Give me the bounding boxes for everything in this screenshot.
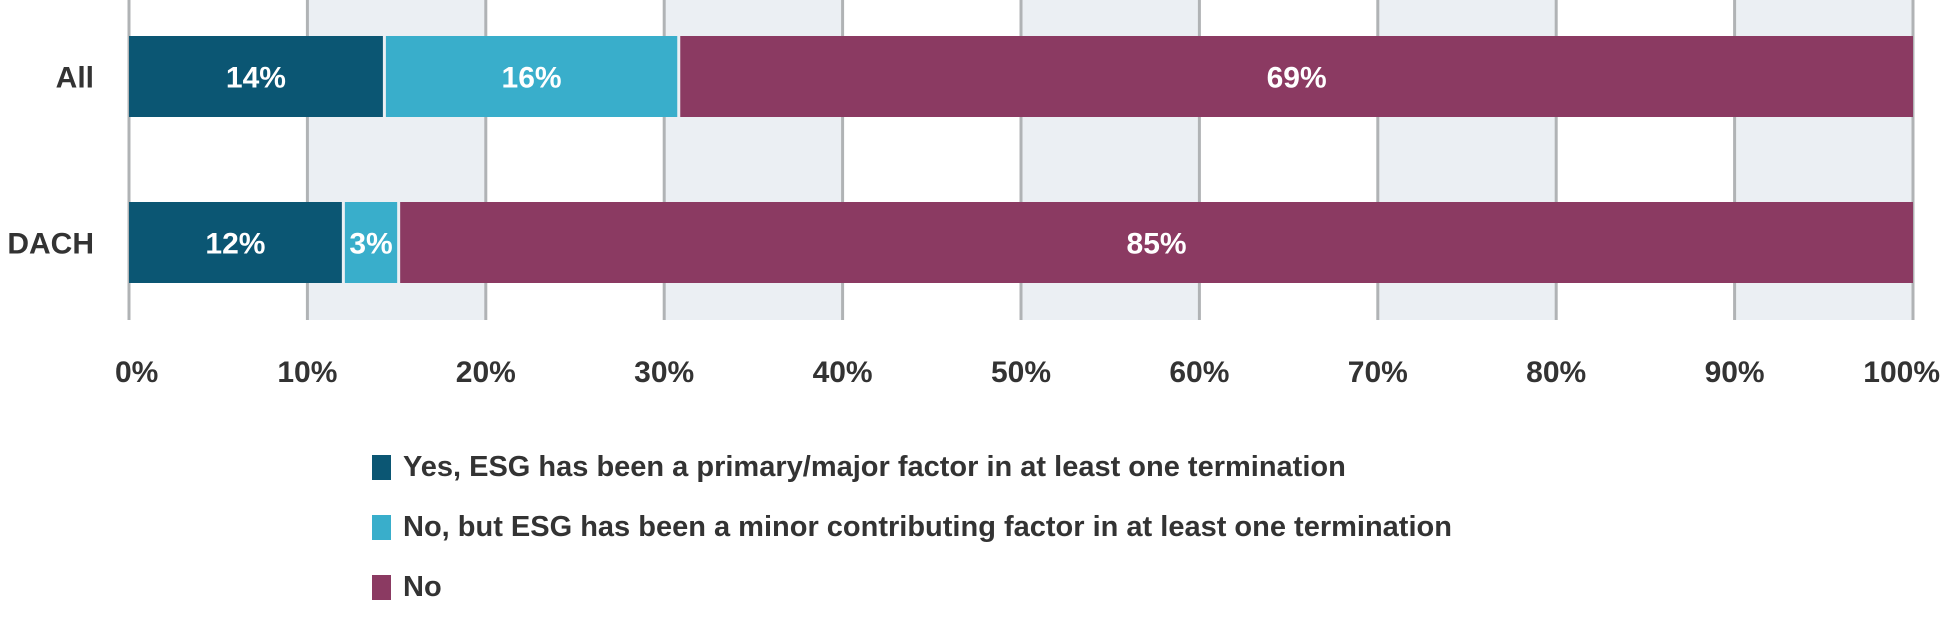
stacked-bar-chart: 14% 16% 69% 12% 3% 85% All DACH 0% 10% 20% 30% 40%…: [7, 0, 1940, 389]
x-tick-label: 80%: [1526, 356, 1586, 389]
legend-swatch: [372, 514, 391, 540]
x-tick-label: 90%: [1705, 356, 1765, 389]
x-tick-label: 70%: [1348, 356, 1408, 389]
data-label: 69%: [1267, 62, 1327, 95]
legend-item-minor-factor: No, but ESG has been a minor contributin…: [372, 510, 1452, 543]
category-label: All: [56, 62, 94, 95]
data-label: 3%: [349, 228, 392, 261]
x-tick-label: 100%: [1863, 356, 1940, 389]
data-labels: 14% 16% 69% 12% 3% 85%: [205, 62, 1326, 261]
bar-segment: [129, 202, 342, 283]
bar-segment: [344, 202, 398, 283]
bar-segment: [129, 36, 383, 117]
data-label: 85%: [1127, 228, 1187, 261]
legend-swatch: [372, 454, 391, 480]
legend: Yes, ESG has been a primary/major factor…: [372, 450, 1452, 632]
legend-label: No: [403, 570, 442, 603]
x-tick-label: 30%: [634, 356, 694, 389]
bar-segment: [680, 36, 1913, 117]
legend-item-no: No: [372, 570, 1452, 603]
category-label: DACH: [7, 228, 94, 261]
legend-swatch: [372, 574, 391, 600]
bar-segment: [400, 202, 1914, 283]
legend-label: Yes, ESG has been a primary/major factor…: [403, 450, 1346, 483]
x-tick-label: 10%: [277, 356, 337, 389]
data-label: 12%: [205, 228, 265, 261]
legend-item-yes-primary: Yes, ESG has been a primary/major factor…: [372, 450, 1452, 483]
data-label: 16%: [502, 62, 562, 95]
x-tick-label: 0%: [115, 356, 158, 389]
x-tick-label: 40%: [813, 356, 873, 389]
bar-segment: [385, 36, 678, 117]
x-tick-label: 20%: [456, 356, 516, 389]
x-tick-labels: 0% 10% 20% 30% 40% 50% 60% 70% 80% 90% 100%: [115, 356, 1940, 389]
category-labels: All DACH: [7, 62, 94, 261]
x-tick-label: 50%: [991, 356, 1051, 389]
legend-label: No, but ESG has been a minor contributin…: [403, 510, 1452, 543]
data-label: 14%: [226, 62, 286, 95]
bars: [129, 36, 1914, 283]
x-tick-label: 60%: [1169, 356, 1229, 389]
